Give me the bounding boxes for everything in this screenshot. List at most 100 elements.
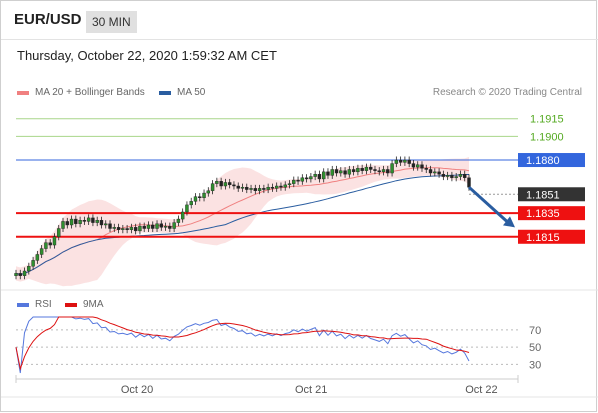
candle-body bbox=[296, 179, 300, 182]
candle-body bbox=[416, 164, 420, 168]
candle-body bbox=[210, 183, 215, 191]
legend-rsi: RSI bbox=[17, 299, 52, 310]
legend-label: RSI bbox=[35, 299, 52, 310]
candle-body bbox=[91, 217, 95, 223]
candle-body bbox=[433, 171, 437, 174]
candle-body bbox=[168, 225, 172, 229]
candle-body bbox=[445, 175, 450, 177]
candle-body bbox=[39, 248, 44, 255]
candle-body bbox=[18, 273, 22, 276]
legend-label: 9MA bbox=[83, 299, 104, 310]
legend-label: MA 50 bbox=[177, 87, 206, 98]
candle-body bbox=[14, 273, 18, 276]
candle-body bbox=[82, 220, 87, 222]
candle-body bbox=[394, 159, 399, 164]
header-divider bbox=[1, 39, 598, 40]
candle-body bbox=[215, 181, 219, 184]
candle-body bbox=[48, 242, 52, 246]
candles bbox=[14, 156, 471, 280]
candle-body bbox=[309, 176, 313, 180]
candle-body bbox=[227, 182, 232, 186]
candle-body bbox=[356, 168, 360, 173]
candle-body bbox=[279, 185, 283, 188]
candle-body bbox=[381, 169, 386, 173]
x-tick-label: Oct 20 bbox=[121, 384, 153, 396]
candle-body bbox=[437, 171, 441, 175]
candle-body bbox=[142, 225, 146, 229]
x-tick-label: Oct 21 bbox=[295, 384, 327, 396]
candle-body bbox=[450, 175, 454, 178]
candle-body bbox=[454, 176, 458, 178]
candle-body bbox=[155, 223, 159, 229]
candle-body bbox=[69, 218, 74, 226]
candle-body bbox=[193, 196, 198, 202]
candle-body bbox=[138, 225, 142, 232]
price-levels: 1.1915 1.1900 1.1880 1.1851 1.1835 1.1815 bbox=[16, 114, 585, 244]
candle-body bbox=[266, 186, 270, 190]
copyright: Research © 2020 Trading Central bbox=[432, 87, 582, 98]
candle-body bbox=[108, 223, 112, 229]
candle-body bbox=[133, 227, 138, 232]
candle-body bbox=[99, 220, 104, 226]
candle-body bbox=[253, 188, 258, 191]
candle-body bbox=[428, 169, 433, 174]
candle-body bbox=[31, 260, 35, 267]
rsi-9ma-line bbox=[15, 316, 470, 371]
candle-body bbox=[300, 177, 305, 182]
candle-body bbox=[343, 170, 347, 175]
candle-body bbox=[441, 173, 446, 177]
ma20-swatch bbox=[17, 90, 29, 95]
ma50-line bbox=[15, 174, 469, 276]
level-1-1880-label: 1.1880 bbox=[526, 155, 560, 167]
level-1-1915-label: 1.1915 bbox=[530, 114, 564, 126]
legend-ma20-bollinger: MA 20 + Bollinger Bands bbox=[17, 87, 145, 98]
candle-body bbox=[283, 184, 287, 188]
candle-body bbox=[369, 166, 373, 170]
candle-body bbox=[159, 223, 164, 228]
x-axis: Oct 20 Oct 21 Oct 22 bbox=[15, 375, 519, 396]
level-1-1815-tag bbox=[518, 229, 585, 244]
candle-body bbox=[61, 221, 65, 229]
candle-body bbox=[313, 173, 317, 177]
candle-body bbox=[390, 163, 394, 174]
level-1-1880-tag bbox=[518, 153, 585, 168]
candle-body bbox=[317, 173, 322, 180]
candle-body bbox=[292, 179, 296, 184]
level-1-1851-label: 1.1851 bbox=[526, 189, 560, 201]
candle-body bbox=[129, 227, 134, 230]
candle-body bbox=[176, 218, 181, 223]
candle-body bbox=[463, 173, 467, 178]
candle-body bbox=[185, 204, 189, 213]
candle-body bbox=[411, 163, 416, 168]
candle-body bbox=[22, 270, 27, 276]
candle-body bbox=[245, 186, 249, 190]
candle-body bbox=[180, 211, 185, 220]
candle-body bbox=[398, 159, 403, 163]
candle-body bbox=[95, 220, 99, 223]
level-1-1900-label: 1.1900 bbox=[530, 131, 564, 143]
candle-body bbox=[116, 227, 121, 230]
candle-body bbox=[330, 169, 334, 176]
candle-body bbox=[364, 166, 369, 171]
rsi-level-label: 30 bbox=[529, 359, 541, 371]
ma50-swatch bbox=[159, 90, 171, 95]
level-1-1815-label: 1.1815 bbox=[526, 232, 560, 244]
timeframe-badge[interactable]: 30 MIN bbox=[86, 11, 137, 33]
candle-body bbox=[146, 224, 151, 229]
candle-body bbox=[373, 169, 377, 171]
9ma-swatch bbox=[65, 302, 77, 307]
candle-body bbox=[223, 182, 228, 187]
rsi-level-label: 50 bbox=[529, 342, 541, 354]
candle-body bbox=[172, 222, 176, 229]
candle-body bbox=[219, 181, 223, 187]
projection-arrow-head bbox=[503, 216, 515, 228]
rsi-line bbox=[15, 316, 470, 374]
candle-body bbox=[57, 228, 61, 237]
candle-body bbox=[321, 171, 326, 180]
candle-body bbox=[334, 169, 339, 174]
candle-body bbox=[52, 236, 57, 246]
candle-body bbox=[236, 185, 240, 189]
candle-body bbox=[27, 266, 31, 272]
